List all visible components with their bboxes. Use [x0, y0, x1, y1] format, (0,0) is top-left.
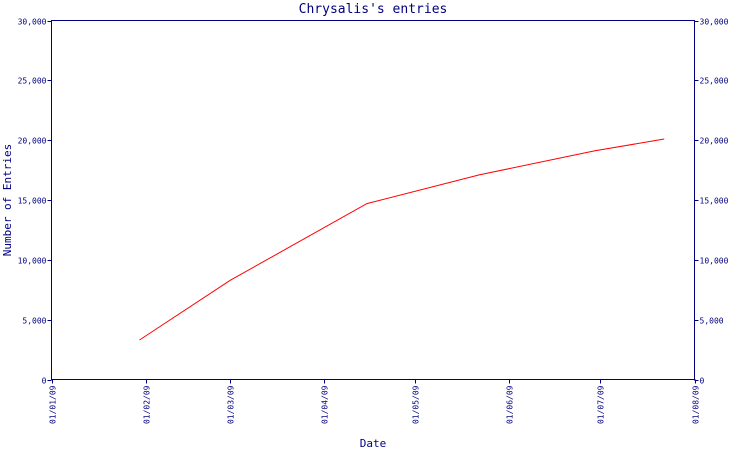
y-tick-label-right: 15,000	[700, 197, 729, 206]
y-tick-label-left: 20,000	[18, 137, 47, 146]
y-axis-title: Number of Entries	[1, 144, 14, 257]
y-tick-label-right: 10,000	[700, 257, 729, 266]
chart-title: Chrysalis's entries	[299, 2, 448, 17]
x-tick-label: 01/02/09	[143, 385, 152, 424]
x-tick-label: 01/03/09	[227, 385, 236, 424]
x-tick-label: 01/06/09	[506, 385, 515, 424]
x-tick-label: 01/08/09	[692, 385, 701, 424]
y-tick-label-right: 0	[700, 377, 705, 386]
y-axis-right: 0 5,000 10,000 15,000 20,000 25,000 30,000	[694, 18, 729, 386]
y-axis-left: 0 5,000 10,000 15,000 20,000 25,000 30,000	[18, 18, 52, 386]
series-layer	[139, 138, 665, 341]
x-tick-label: 01/07/09	[597, 385, 606, 424]
series-line	[139, 138, 665, 341]
y-tick-label-left: 25,000	[18, 77, 47, 86]
y-tick-label-right: 30,000	[700, 18, 729, 27]
x-axis: 01/01/09 01/02/09 01/03/09 01/04/09 01/05/09…	[49, 379, 701, 424]
y-tick-label-right: 5,000	[700, 317, 724, 326]
y-tick-label-left: 15,000	[18, 197, 47, 206]
y-tick-label-left: 0	[42, 377, 47, 386]
x-axis-title: Date	[360, 437, 387, 450]
x-tick-label: 01/05/09	[412, 385, 421, 424]
x-tick-label: 01/04/09	[321, 385, 330, 424]
y-tick-label-right: 25,000	[700, 77, 729, 86]
x-tick-label: 01/01/09	[49, 385, 58, 424]
plot-area-frame	[51, 20, 695, 380]
y-tick-label-left: 5,000	[22, 317, 46, 326]
y-tick-label-left: 10,000	[18, 257, 47, 266]
y-tick-label-right: 20,000	[700, 137, 729, 146]
y-tick-label-left: 30,000	[18, 18, 47, 27]
